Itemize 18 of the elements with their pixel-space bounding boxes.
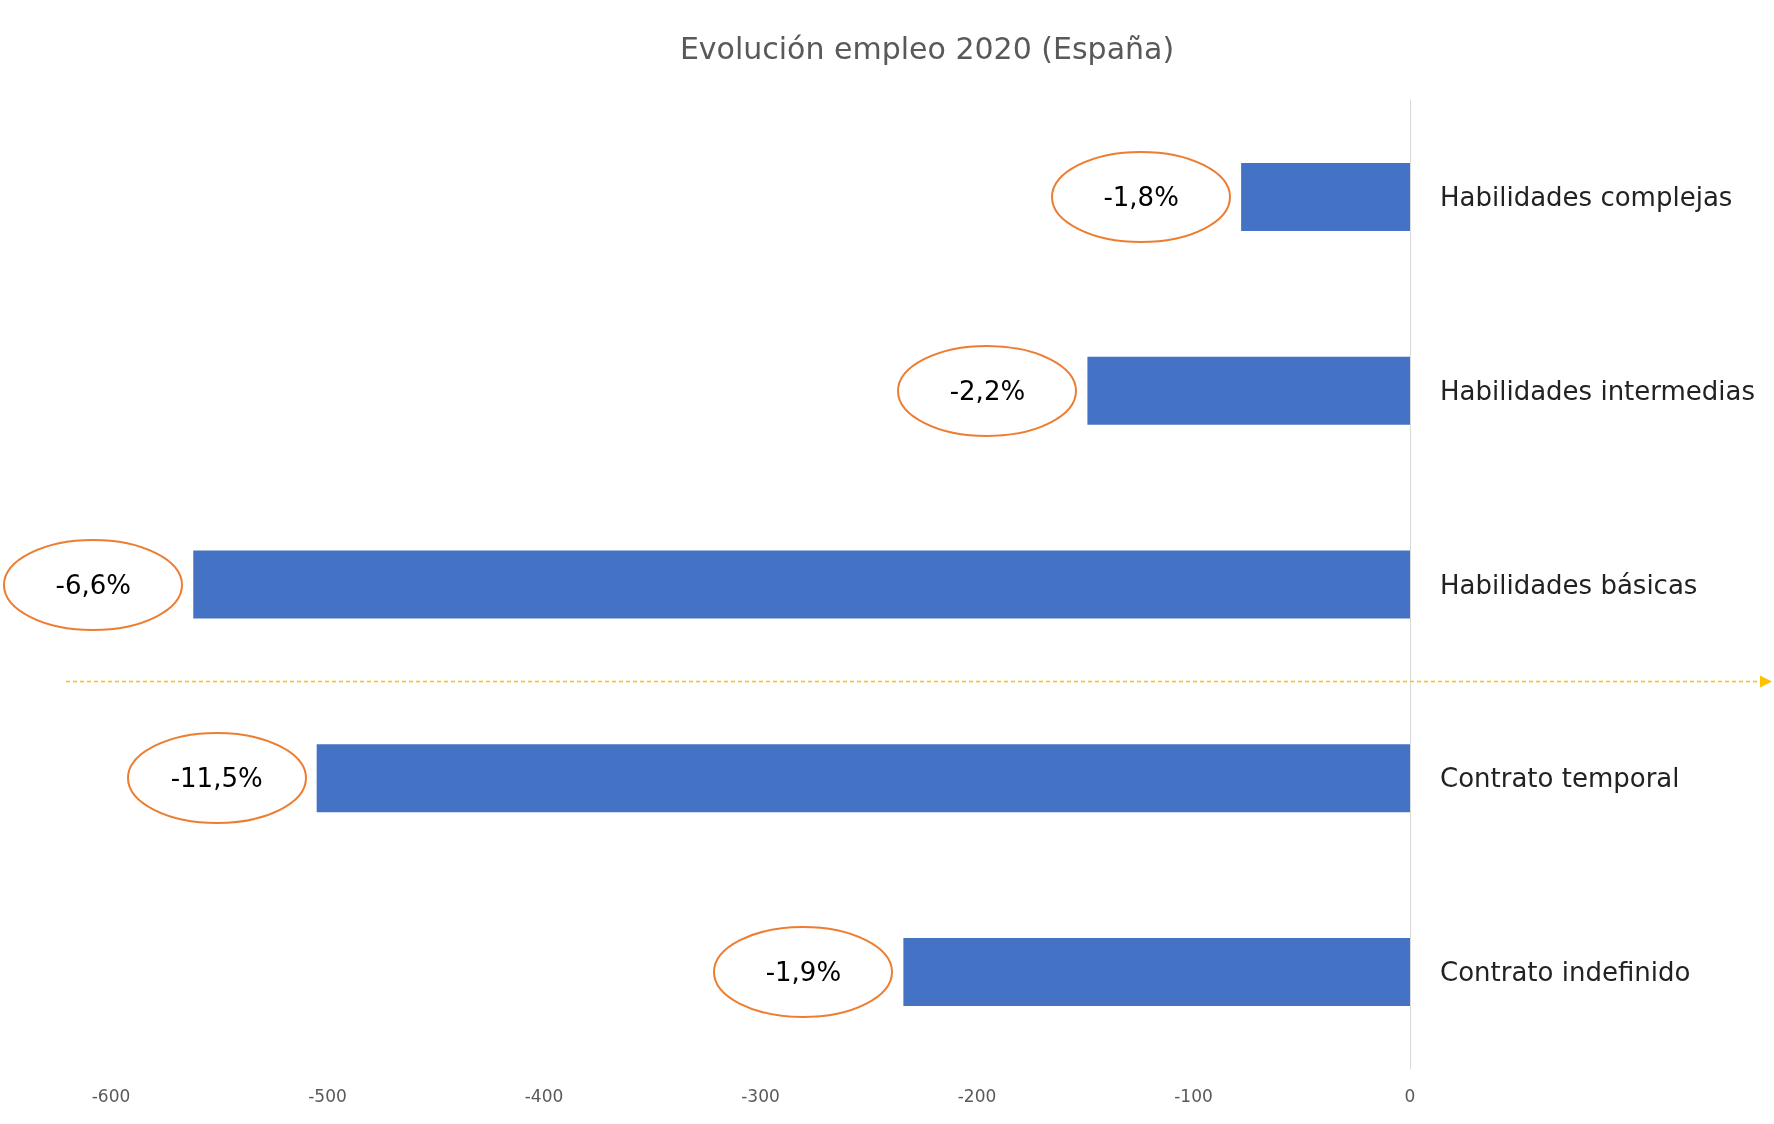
x-tick-label: -500 <box>308 1085 347 1106</box>
x-tick-label: -300 <box>741 1085 780 1106</box>
x-tick-label: -100 <box>1174 1085 1213 1106</box>
annotation: -2,2% <box>949 375 1026 406</box>
annotation: -11,5% <box>170 763 263 794</box>
y-tick-label: Habilidades intermedias <box>1440 375 1756 406</box>
x-tick-label: -200 <box>957 1085 997 1106</box>
y-tick-label: Habilidades complejas <box>1440 181 1733 212</box>
x-tick-label: -600 <box>91 1085 131 1106</box>
x-tick-label: -400 <box>524 1085 564 1106</box>
y-tick-label: Contrato temporal <box>1440 763 1680 794</box>
y-tick-label: Habilidades básicas <box>1440 569 1698 600</box>
y-tick-label: Contrato indefinido <box>1440 957 1691 988</box>
annotation: -1,8% <box>1103 181 1179 212</box>
annotation: -1,9% <box>765 957 842 988</box>
x-tick-label: 0 <box>1404 1085 1416 1106</box>
annotation: -6,6% <box>55 569 131 600</box>
chart-title: Evolución empleo 2020 (España) <box>679 30 1175 66</box>
